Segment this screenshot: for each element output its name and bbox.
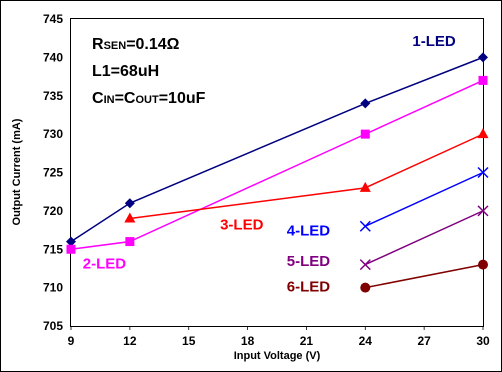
data-point: [66, 244, 76, 254]
x-axis-label: Input Voltage (V): [234, 350, 321, 362]
y-tick-label: 705: [43, 319, 63, 333]
series-line: [70, 56, 484, 243]
y-tick-label: 745: [43, 12, 63, 26]
x-tick-label: 30: [476, 334, 490, 348]
y-axis-label: Output Current (mA): [11, 118, 23, 225]
data-point: [477, 205, 489, 217]
series-label-3-led: 3-LED: [220, 216, 264, 233]
plot-area: [70, 18, 484, 327]
data-point: [360, 98, 371, 109]
data-point: [478, 259, 488, 270]
x-tick-label: 24: [359, 334, 373, 348]
y-tick-label: 710: [43, 281, 63, 295]
series-1-led: [66, 52, 488, 247]
annotation-rsen: RSEN=0.14Ω: [92, 36, 180, 53]
data-point: [360, 282, 371, 293]
annotation-part: =C: [115, 90, 136, 107]
data-point: [478, 52, 488, 63]
y-tick-label: 725: [43, 166, 63, 180]
series-3-led: [124, 128, 489, 223]
y-tick-label: 740: [43, 50, 63, 64]
data-point: [478, 75, 488, 85]
annotation-part: C: [92, 90, 104, 107]
y-tick-label: 715: [43, 242, 63, 256]
data-point: [66, 236, 76, 247]
series-6-led: [360, 259, 488, 293]
series-label-5-led: 5-LED: [287, 253, 331, 270]
data-point: [125, 237, 135, 247]
series-line: [70, 79, 484, 250]
series-label-2-led: 2-LED: [83, 255, 127, 272]
x-tick-label: 21: [300, 334, 314, 348]
series-line: [364, 171, 484, 227]
x-tick-labels: 9 12 15 18 21 24 27 30: [68, 326, 490, 348]
annotation-part: L1=68uH: [92, 63, 159, 80]
annotation-part: OUT: [135, 94, 159, 106]
data-point: [477, 166, 489, 179]
annotation-l1: L1=68uH: [92, 63, 159, 80]
x-tick-label: 18: [241, 334, 255, 348]
series-label-4-led: 4-LED: [287, 222, 331, 239]
parameter-annotations: RSEN=0.14Ω L1=68uH CIN=COUT=10uF: [92, 36, 206, 107]
series-line: [364, 210, 484, 266]
annotation-part: R: [92, 36, 104, 53]
series-5-led: [359, 205, 489, 271]
data-point: [359, 181, 371, 192]
x-tick-label: 12: [123, 334, 137, 348]
x-tick-label: 27: [417, 334, 431, 348]
y-tick-label: 730: [43, 127, 63, 141]
annotation-part: IN: [104, 94, 115, 106]
data-point: [124, 198, 135, 209]
x-tick-label: 9: [68, 334, 75, 348]
series-2-led: [66, 75, 488, 254]
series-4-led: [359, 166, 489, 232]
y-tick-label: 720: [43, 204, 63, 218]
data-point: [360, 129, 370, 139]
x-tick-label: 15: [182, 334, 196, 348]
series-line: [365, 263, 484, 289]
series-labels: 1-LED 2-LED 3-LED 4-LED 5-LED 6-LED: [83, 33, 456, 296]
series-label-1-led: 1-LED: [412, 33, 456, 50]
data-point: [359, 259, 371, 271]
annotation-part: =10uF: [159, 90, 206, 107]
annotation-part: SEN: [104, 40, 127, 52]
data-point: [124, 212, 136, 223]
series-label-6-led: 6-LED: [287, 278, 331, 295]
series-layer: [66, 52, 489, 293]
annotation-cap: CIN=COUT=10uF: [92, 90, 206, 107]
y-tick-labels: 705 710 715 720 725 730 735 740 745: [43, 12, 63, 333]
annotation-part: =0.14Ω: [126, 36, 179, 53]
y-tick-label: 735: [43, 89, 63, 103]
data-point: [477, 128, 489, 139]
data-point: [359, 220, 371, 232]
